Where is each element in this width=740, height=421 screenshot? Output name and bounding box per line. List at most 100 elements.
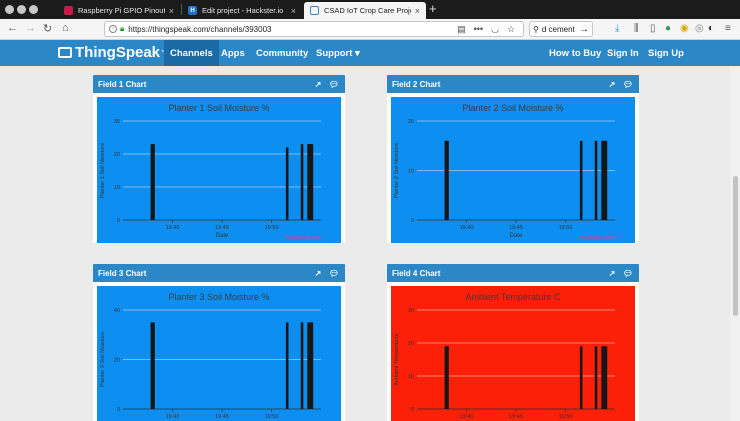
x-axis-label: Date [510,233,523,239]
chart-background [97,286,341,421]
nav-channels[interactable]: Channels [164,40,219,66]
external-link-icon[interactable]: ↗ [314,268,322,278]
search-text[interactable]: d cement [541,24,575,34]
panel-header: Field 1 Chart ↗ 💬︎ [93,75,345,93]
chart-title: Planter 2 Soil Moisture % [462,103,563,113]
tab-divider [181,4,182,15]
data-bar [594,140,598,220]
tab-title: Raspberry Pi GPIO Pinout [78,6,165,15]
y-tick-label: 30 [408,308,414,314]
panel-title: Field 1 Chart [98,79,147,89]
x-axis-label: Date [216,233,229,239]
tab-title: CSAD IoT Crop Care Project - T [324,6,411,15]
tab-hackster[interactable]: H Edit project - Hackster.io × [182,2,302,19]
y-tick-label: 40 [114,308,120,314]
chart-title: Ambient Temperature C [466,292,561,302]
external-link-icon[interactable]: ↗ [608,79,616,89]
comment-icon[interactable]: 💬︎ [328,268,340,278]
field-4-panel: Field 4 Chart ↗ 💬︎ Ambient Temperature C… [387,264,639,421]
sidebar-icon[interactable]: ▯ [650,23,656,34]
data-bar [307,144,310,220]
external-link-icon[interactable]: ↗ [314,79,322,89]
site-navbar: ThingSpeak™ Channels Apps Community Supp… [0,40,740,66]
close-tab-icon[interactable]: × [168,5,174,16]
extension-icon[interactable]: ◉ [680,23,689,34]
data-bar [446,140,449,220]
address-bar[interactable]: i 🔒︎ https://thingspeak.com/channels/393… [104,21,524,37]
x-tick-label: 19:45 [215,225,229,231]
data-bar [579,140,583,220]
search-box[interactable]: ⚲ d cement → [529,21,593,37]
zoom-window-dot[interactable] [29,5,38,14]
search-go-icon[interactable]: → [579,23,589,35]
field-1-chart: Planter 1 Soil Moisture % 0 10 20 30 19:40 19:… [97,97,341,243]
nav-community[interactable]: Community [256,47,309,59]
downloads-icon[interactable]: ⤓ [615,23,620,34]
library-icon[interactable]: ⫼ [634,23,639,34]
data-bar [604,140,608,220]
scrollbar-thumb[interactable] [733,176,738,316]
close-tab-icon[interactable]: × [290,5,296,16]
nav-apps[interactable]: Apps [221,47,245,59]
info-icon[interactable]: i [109,25,117,33]
new-tab-icon[interactable]: + [429,1,437,16]
y-tick-label: 30 [114,119,120,125]
pocket-icon[interactable]: ◡ [491,23,499,34]
extension-icon[interactable]: ◎ [695,23,704,34]
y-tick-label: 20 [408,341,414,347]
panel-body: Planter 1 Soil Moisture % 0 10 20 30 19:40 19:… [93,93,345,243]
page-actions-icon[interactable]: ••• [473,24,484,34]
chat-bubble-icon [58,47,72,58]
nav-sign-in[interactable]: Sign In [607,47,639,59]
x-tick-label: 19:40 [460,225,474,231]
x-tick-label: 19:45 [509,225,523,231]
comment-icon[interactable]: 💬︎ [622,79,634,89]
url-text[interactable]: https://thingspeak.com/channels/393003 [128,24,272,34]
reload-icon[interactable]: ↻ [43,23,53,35]
data-bar [601,140,604,220]
nav-support[interactable]: Support ▾ [316,47,360,59]
field-3-panel: Field 3 Chart ↗ 💬︎ Planter 3 Soil Moistu… [93,264,345,421]
reader-view-icon[interactable]: ▤ [457,23,466,34]
thingspeak-favicon-icon [310,6,319,15]
data-bar [307,322,310,409]
minimize-window-dot[interactable] [17,5,26,14]
tab-title: Edit project - Hackster.io [202,6,284,15]
tab-thingspeak[interactable]: CSAD IoT Crop Care Project - T × [304,2,426,19]
nav-sign-up[interactable]: Sign Up [648,47,684,59]
tab-raspberry-pi[interactable]: Raspberry Pi GPIO Pinout × [58,2,180,19]
nav-how-to-buy[interactable]: How to Buy [549,47,602,59]
data-bar [602,346,606,409]
home-icon[interactable]: ⌂ [62,22,69,34]
x-tick-label: 19:50 [265,414,279,420]
data-bar [300,144,304,220]
menu-icon[interactable]: ≡ [725,23,731,34]
y-axis-label: Planter 3 Soil Moisture [100,332,106,387]
data-bar [308,144,312,220]
forward-icon[interactable]: → [25,22,36,34]
back-icon[interactable]: ← [7,22,18,34]
close-window-dot[interactable] [5,5,14,14]
page-scrollbar[interactable] [730,66,740,421]
data-bar [150,322,154,409]
external-link-icon[interactable]: ↗ [608,268,616,278]
panel-title: Field 2 Chart [392,79,441,89]
extension-icon[interactable]: ● [665,23,672,34]
y-tick-label: 10 [408,374,414,380]
extension-icon[interactable]: ◐ [708,23,715,34]
comment-icon[interactable]: 💬︎ [328,79,340,89]
bookmark-star-icon[interactable]: ☆ [506,23,515,34]
comment-icon[interactable]: 💬︎ [622,268,634,278]
panel-header: Field 4 Chart ↗ 💬︎ [387,264,639,282]
chart-credit: ThingSpeak.com [283,235,321,241]
data-bar [150,144,154,220]
raspberry-favicon-icon [64,6,73,15]
lock-icon: 🔒︎ [120,24,125,33]
data-bar [152,322,155,409]
field-4-chart: Ambient Temperature C 0 10 20 30 19:40 19:45 19… [391,286,635,421]
close-tab-icon[interactable]: × [414,5,420,16]
y-tick-label: 20 [408,119,414,125]
y-tick-label: 0 [117,407,120,413]
x-tick-label: 19:40 [166,414,180,420]
thingspeak-logo[interactable]: ThingSpeak™ [58,44,167,61]
